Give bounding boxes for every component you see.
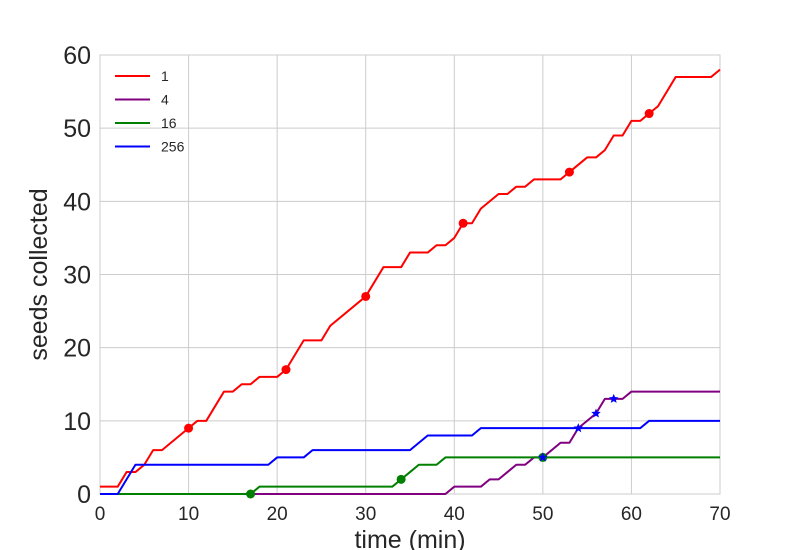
series-markers: [184, 109, 654, 499]
y-tick-label: 20: [63, 335, 91, 363]
x-tick-label: 50: [532, 504, 553, 525]
series-line-16: [100, 456, 720, 495]
marker-point-16: [246, 489, 256, 499]
y-tick-label: 10: [63, 408, 91, 436]
legend-label-256: 256: [161, 139, 185, 155]
x-tick-label: 30: [355, 504, 376, 525]
marker-star-256: [591, 408, 601, 418]
legend-label-1: 1: [161, 68, 169, 84]
x-tick-label: 10: [178, 504, 199, 525]
x-tick-label: 40: [444, 504, 465, 525]
marker-point-1: [361, 291, 371, 301]
y-tick-labels: 0 10 20 30 40 50 60: [63, 42, 91, 509]
y-axis-label: seeds collected: [25, 188, 53, 360]
marker-point-1: [281, 365, 291, 375]
x-tick-label: 70: [709, 504, 730, 525]
y-tick-label: 60: [63, 42, 91, 70]
legend-label-16: 16: [161, 115, 177, 131]
series-line-4: [100, 390, 720, 495]
y-tick-label: 40: [63, 188, 91, 216]
legend-label-4: 4: [161, 92, 169, 108]
series-line-1: [100, 68, 721, 488]
x-tick-label: 20: [267, 504, 288, 525]
y-tick-label: 50: [63, 115, 91, 143]
marker-star-256: [573, 423, 584, 433]
legend: 1 4 16 256: [115, 68, 185, 155]
marker-point-1: [184, 423, 194, 433]
series-line-256: [100, 419, 720, 495]
marker-point-16: [396, 474, 406, 484]
y-tick-label: 30: [63, 262, 91, 290]
marker-star-256: [608, 393, 619, 403]
series-lines: [100, 68, 721, 495]
marker-star-256: [538, 452, 548, 462]
marker-point-1: [644, 109, 654, 119]
x-tick-label: 0: [95, 504, 106, 525]
x-tick-labels: 0 10 20 30 40 50 60 70: [95, 504, 731, 525]
x-axis-label: time (min): [354, 526, 465, 550]
y-tick-label: 0: [77, 481, 91, 509]
grid: [99, 54, 721, 495]
x-tick-label: 60: [621, 504, 642, 525]
marker-point-1: [458, 218, 468, 228]
marker-point-1: [564, 167, 574, 177]
